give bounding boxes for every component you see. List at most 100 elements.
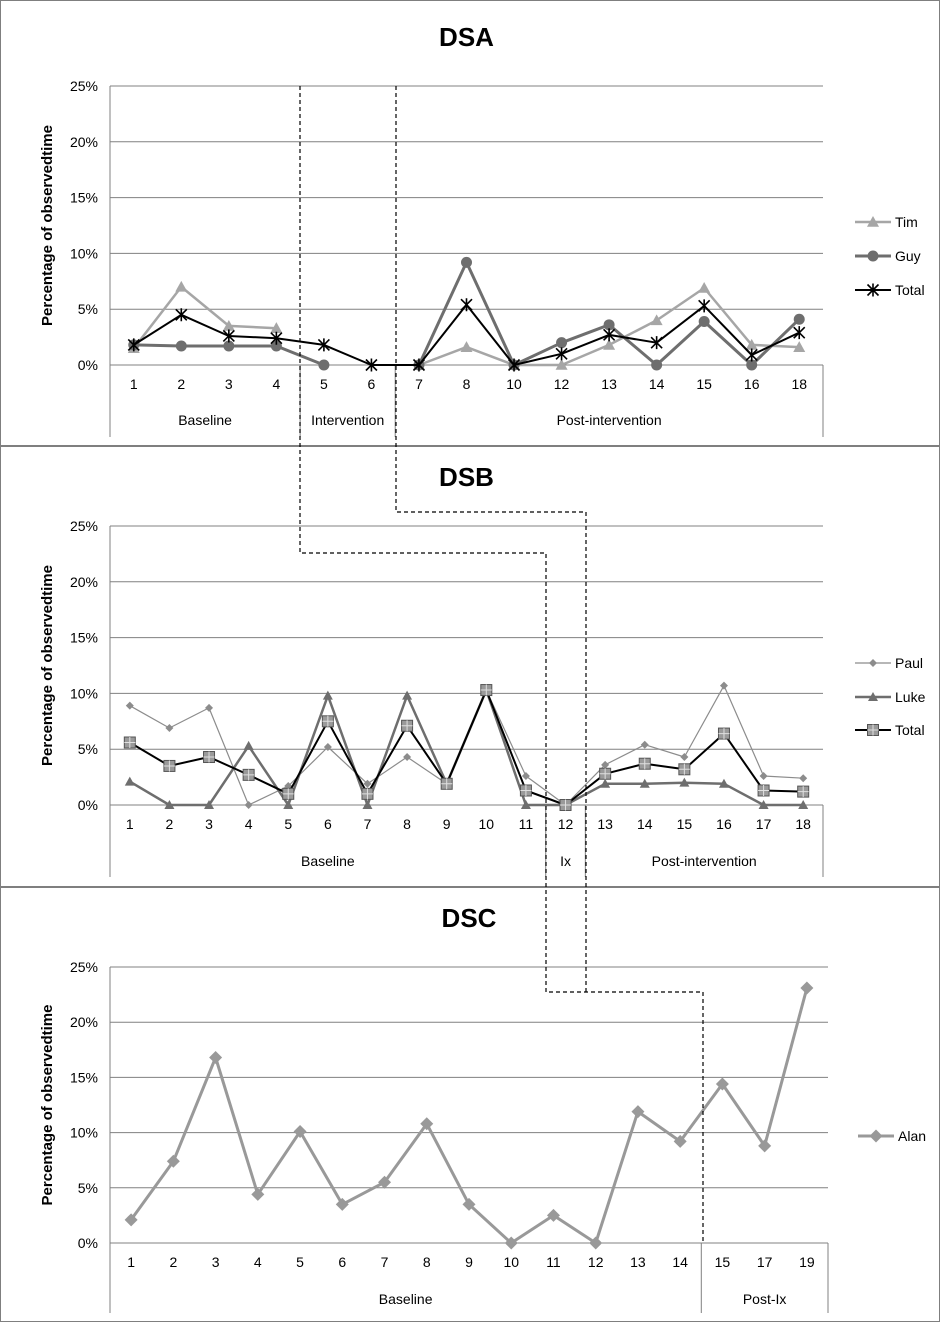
x-tick-label: 15 [677, 816, 693, 832]
x-tick-label: 2 [166, 816, 174, 832]
y-tick-label: 25% [70, 959, 98, 975]
data-point-cross [678, 763, 690, 775]
x-tick-label: 16 [744, 376, 760, 392]
x-tick-label: 8 [463, 376, 471, 392]
y-tick-label: 25% [70, 518, 98, 534]
x-tick-label: 14 [672, 1254, 688, 1270]
data-point-cross [203, 751, 215, 763]
data-point-cross [797, 786, 809, 798]
data-point [639, 778, 650, 788]
legend-entry: Guy [895, 248, 921, 264]
data-point [166, 1154, 180, 1168]
x-tick-label: 9 [443, 816, 451, 832]
data-point [521, 771, 530, 780]
data-point [402, 690, 413, 700]
y-tick-label: 10% [70, 245, 98, 261]
x-tick-label: 12 [554, 376, 570, 392]
data-point [378, 1175, 392, 1189]
x-tick-label: 17 [757, 1254, 773, 1270]
x-tick-label: 19 [799, 1254, 815, 1270]
data-point-cross [758, 784, 770, 796]
x-tick-label: 6 [324, 816, 332, 832]
x-tick-label: 1 [130, 376, 138, 392]
x-tick-label: 1 [126, 816, 134, 832]
x-tick-label: 8 [403, 816, 411, 832]
y-tick-label: 20% [70, 134, 98, 150]
legend-entry: Tim [895, 214, 918, 230]
data-point [164, 800, 175, 809]
data-point [800, 981, 814, 995]
phase-label: Baseline [379, 1291, 433, 1307]
x-tick-label: 3 [212, 1254, 220, 1270]
y-tick-label: 20% [70, 1014, 98, 1030]
data-point [799, 774, 808, 783]
x-tick-label: 2 [177, 376, 185, 392]
data-point-cross [163, 760, 175, 772]
x-tick-label: 8 [423, 1254, 431, 1270]
data-point [165, 723, 174, 732]
data-point [365, 358, 378, 372]
data-point [680, 753, 689, 762]
x-tick-label: 3 [225, 376, 233, 392]
x-tick-label: 11 [546, 1254, 561, 1270]
data-point [546, 1208, 560, 1222]
y-tick-label: 15% [70, 1069, 98, 1085]
y-tick-label: 15% [70, 190, 98, 206]
data-point-cross [322, 715, 334, 727]
series-line [129, 689, 804, 806]
data-point [175, 308, 188, 322]
data-point-cross [124, 737, 136, 749]
data-point [698, 315, 710, 327]
x-tick-label: 13 [597, 816, 613, 832]
data-point [745, 348, 758, 362]
y-tick-label: 5% [78, 741, 98, 757]
data-point [719, 681, 728, 690]
data-point [603, 338, 616, 350]
legend-marker-cross [867, 724, 879, 736]
x-tick-label: 2 [169, 1254, 177, 1270]
phase-change-line-1 [299, 86, 704, 1243]
data-point [715, 1077, 729, 1091]
phase-label: Baseline [301, 853, 355, 869]
x-tick-label: 4 [254, 1254, 262, 1270]
x-tick-label: 10 [503, 1254, 519, 1270]
data-point [650, 314, 663, 326]
data-point [124, 776, 135, 786]
legend-entry: Paul [895, 655, 923, 671]
phase-label: Intervention [311, 412, 384, 428]
y-tick-label: 25% [70, 78, 98, 94]
chart-panel: DSB 0% 5% 10% 15% 20% 25% Percentage of observe… [0, 445, 940, 877]
data-point [205, 703, 214, 712]
data-point [600, 778, 611, 788]
data-point [420, 1117, 434, 1131]
data-point [270, 340, 282, 352]
data-point [718, 778, 729, 788]
data-point [679, 777, 690, 787]
y-tick-label: 0% [78, 1235, 98, 1251]
data-point [793, 341, 806, 352]
x-tick-label: 14 [649, 376, 665, 392]
data-point-cross [282, 788, 294, 800]
data-point [175, 340, 187, 352]
data-point-cross [441, 778, 453, 790]
x-tick-label: 18 [795, 816, 811, 832]
data-point [650, 336, 663, 350]
data-point [793, 313, 805, 325]
x-tick-label: 7 [415, 376, 423, 392]
y-axis-label: Percentage of observedtime [39, 125, 56, 326]
y-tick-label: 0% [78, 357, 98, 373]
legend-marker [868, 692, 878, 701]
data-point [793, 326, 806, 340]
data-point [603, 328, 616, 342]
data-point-cross [639, 758, 651, 770]
y-tick-label: 10% [70, 1125, 98, 1141]
legend-entry: Luke [895, 689, 926, 705]
phase-label: Post-intervention [652, 853, 757, 869]
data-point [251, 1187, 265, 1201]
data-point [603, 319, 615, 331]
data-point [461, 256, 472, 268]
x-tick-label: 4 [272, 376, 280, 392]
x-tick-label: 16 [716, 816, 732, 832]
data-point [589, 1236, 603, 1250]
data-point [270, 331, 283, 345]
